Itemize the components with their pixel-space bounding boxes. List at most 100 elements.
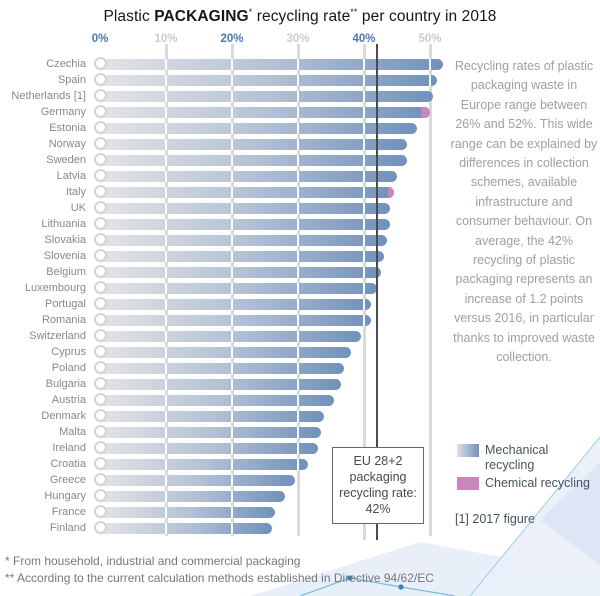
bar-row: Greece (0, 472, 600, 488)
recycling-bar (100, 154, 407, 166)
recycling-bar (100, 58, 444, 70)
bar-row: Romania (0, 312, 600, 328)
bar-gridline-notch (165, 474, 167, 486)
bar-gridline-notch (165, 58, 167, 70)
bar-gridline-notch (165, 522, 167, 534)
bar-gridline-notch (165, 266, 167, 278)
bar-gridline-notch (231, 154, 233, 166)
bar-gridline-notch (363, 170, 365, 182)
bar-gridline-notch (165, 298, 167, 310)
country-label: Ireland (52, 442, 86, 454)
bar-gridline-notch (231, 122, 233, 134)
bar-gridline-notch (297, 314, 299, 326)
bar-row: Italy (0, 184, 600, 200)
bar-gridline-notch (231, 442, 233, 454)
country-label: Netherlands [1] (11, 90, 86, 102)
bar-gridline-notch (363, 298, 365, 310)
bar-gridline-notch (165, 218, 167, 230)
bar-row: France (0, 504, 600, 520)
bar-gridline-notch (297, 202, 299, 214)
bar-gridline-notch (165, 378, 167, 390)
country-label: Austria (51, 394, 86, 406)
country-label: Greece (49, 474, 86, 486)
country-label: Germany (40, 106, 86, 118)
bar-start-marker (93, 89, 107, 102)
bar-gridline-notch (165, 330, 167, 342)
country-label: Sweden (46, 154, 86, 166)
country-label: Malta (59, 426, 86, 438)
eu-average-line (376, 44, 379, 540)
legend: Mechanical recycling Chemical recycling … (455, 443, 595, 526)
bar-gridline-notch (165, 410, 167, 422)
recycling-bar (100, 138, 407, 150)
bar-gridline-notch (165, 506, 167, 518)
bar-gridline-notch (297, 186, 299, 198)
bar-gridline-notch (297, 362, 299, 374)
bar-gridline-notch (231, 426, 233, 438)
bar-start-marker (93, 153, 107, 166)
footnote-1: * From household, industrial and commerc… (5, 554, 301, 568)
recycling-bar (100, 346, 351, 358)
bar-gridline-notch (297, 378, 299, 390)
bar-gridline-notch (231, 170, 233, 182)
recycling-bar (100, 330, 361, 342)
country-label: UK (70, 202, 86, 214)
bar-gridline-notch (231, 218, 233, 230)
country-label: Hungary (44, 490, 86, 502)
bar-start-marker (93, 169, 107, 182)
country-label: Belgium (46, 266, 86, 278)
bar-start-marker (93, 361, 107, 374)
country-label: Portugal (45, 298, 86, 310)
bar-start-marker (93, 473, 107, 486)
country-label: France (51, 506, 86, 518)
country-label: Norway (48, 138, 86, 150)
chemical-recycling-segment (388, 186, 394, 198)
bar-row: Slovenia (0, 248, 600, 264)
bar-gridline-notch (165, 490, 167, 502)
bar-row: Czechia (0, 56, 600, 72)
title-asterisk-2: ** (350, 7, 358, 17)
recycling-bar (100, 378, 341, 390)
chemical-recycling-swatch (457, 477, 479, 490)
bar-start-marker (93, 329, 107, 342)
bar-gridline-notch (297, 234, 299, 246)
bar-gridline-notch (231, 410, 233, 422)
bar-gridline-notch (165, 74, 167, 86)
recycling-bar (100, 458, 308, 470)
page-title: Plastic PACKAGING* recycling rate** per … (0, 7, 600, 26)
bar-gridline-notch (231, 474, 233, 486)
country-label: Poland (51, 362, 86, 374)
bar-gridline-notch (231, 186, 233, 198)
bar-row: Portugal (0, 296, 600, 312)
decor-dot (398, 584, 404, 590)
title-asterisk-1: * (248, 7, 253, 17)
country-label: Italy (65, 186, 86, 198)
bar-gridline-notch (363, 154, 365, 166)
bar-gridline-notch (363, 282, 365, 294)
axis-tick-label: 30% (286, 33, 310, 45)
bar-gridline-notch (231, 346, 233, 358)
recycling-bar (100, 186, 394, 198)
bar-row: Croatia (0, 456, 600, 472)
bar-gridline-notch (363, 218, 365, 230)
recycling-bar (100, 410, 325, 422)
bar-start-marker (93, 233, 107, 246)
recycling-bar (100, 298, 371, 310)
bar-gridline-notch (231, 234, 233, 246)
bar-gridline-notch (165, 106, 167, 118)
decor-dot (347, 575, 353, 581)
bar-row: Poland (0, 360, 600, 376)
recycling-bar (100, 394, 335, 406)
recycling-bar (100, 218, 391, 230)
bar-start-marker (93, 425, 107, 438)
bar-start-marker (93, 409, 107, 422)
bar-gridline-notch (231, 330, 233, 342)
bar-gridline-notch (231, 202, 233, 214)
title-mid: recycling rate (252, 8, 351, 26)
bar-gridline-notch (231, 74, 233, 86)
decor-line (469, 436, 600, 596)
bar-gridline-notch (297, 58, 299, 70)
bar-start-marker (93, 393, 107, 406)
bar-gridline-notch (297, 442, 299, 454)
